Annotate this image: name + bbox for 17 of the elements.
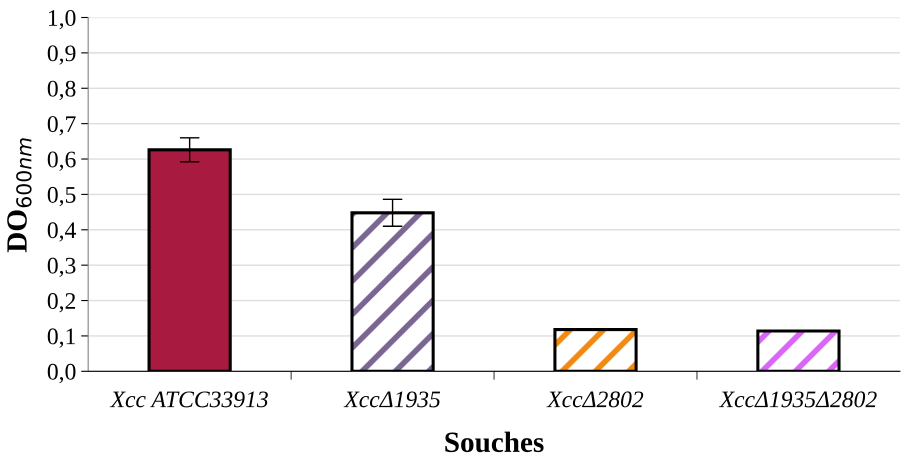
y-tick-label: 0,3 — [48, 258, 76, 277]
x-axis-title: Souches — [445, 432, 544, 452]
y-tick-label: 0,8 — [48, 80, 76, 100]
x-tick-label: XccΔ2802 — [546, 391, 644, 408]
y-tick-label: 0,0 — [48, 364, 76, 384]
y-tick-label: 1,0 — [48, 10, 76, 30]
y-tick-label: 0,2 — [48, 293, 76, 312]
y-tick-label: 0,6 — [48, 152, 76, 171]
y-tick-label: 0,9 — [48, 45, 76, 65]
y-tick-label: 0,1 — [48, 328, 75, 348]
y-tick-label: 0,5 — [48, 186, 76, 206]
y-axis-title: DO$_{600nm}$ — [7, 138, 32, 252]
x-tick-label: XccΔ1935 — [344, 392, 440, 408]
y-tick-label: 0,4 — [48, 222, 76, 242]
x-tick-label: Xcc ATCC33913 — [110, 392, 268, 408]
x-tick-label: XccΔ1935Δ2802 — [718, 391, 877, 408]
y-tick-label: 0,7 — [48, 116, 76, 136]
